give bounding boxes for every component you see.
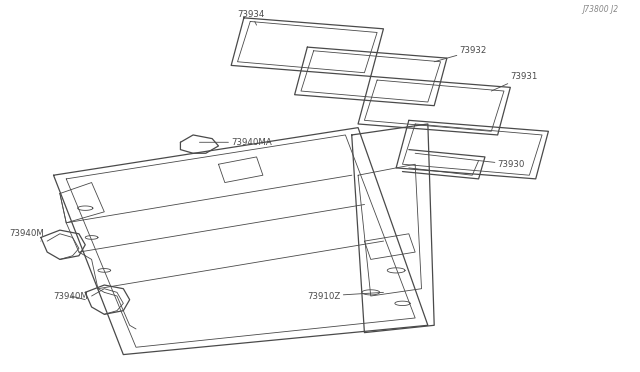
Text: J73800 J2: J73800 J2 [582,5,618,14]
Text: 73940M: 73940M [9,229,44,241]
Text: 73934: 73934 [237,10,265,25]
Text: 73940MA: 73940MA [200,138,272,147]
Text: 73940M: 73940M [54,292,88,301]
Text: 73932: 73932 [434,46,487,62]
Text: 73930: 73930 [479,160,525,169]
Text: 73931: 73931 [492,72,538,91]
Text: 73910Z: 73910Z [307,292,383,301]
